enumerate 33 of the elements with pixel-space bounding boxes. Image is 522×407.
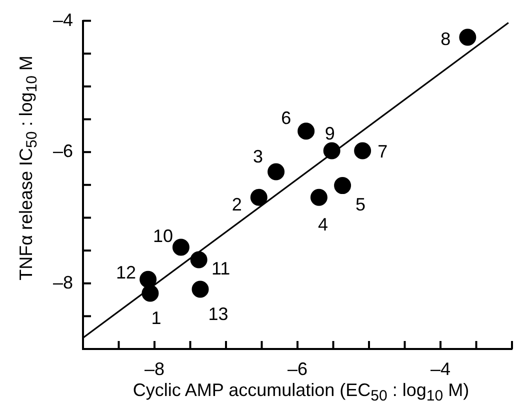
annotation: 6 — [281, 108, 292, 128]
point — [334, 177, 352, 194]
point — [190, 251, 208, 268]
annotation: 2 — [232, 194, 242, 214]
point — [268, 163, 285, 180]
point — [192, 280, 209, 298]
x-tick-label: –6 — [287, 358, 308, 379]
y-tick-label: –6 — [52, 141, 73, 162]
x-tick-label: –4 — [430, 358, 451, 379]
annotation: 4 — [318, 214, 328, 234]
point — [459, 28, 476, 46]
annotation: 3 — [253, 146, 264, 167]
y-tick-label: –4 — [52, 10, 73, 30]
point — [250, 188, 268, 206]
annotation: 9 — [324, 124, 335, 144]
point — [142, 284, 159, 302]
point — [354, 142, 372, 160]
annotation: 12 — [116, 262, 136, 282]
point — [310, 188, 328, 206]
point — [172, 238, 190, 256]
annotation: 11 — [211, 258, 230, 279]
point — [140, 270, 157, 288]
point — [298, 122, 315, 140]
annotation: 5 — [356, 194, 366, 215]
annotation: 7 — [378, 142, 388, 162]
y-tick-label: –8 — [52, 272, 73, 292]
annotation: 10 — [152, 226, 173, 246]
annotation: 8 — [440, 29, 451, 50]
annotation: 1 — [151, 308, 162, 328]
x-axis-title: Cyclic AMP accumulation (EC$_{50}$ : log$_{10}$ M) — [132, 380, 470, 405]
x-tick-label: –8 — [144, 358, 165, 379]
annotation: 13 — [208, 304, 228, 324]
point — [323, 142, 340, 160]
